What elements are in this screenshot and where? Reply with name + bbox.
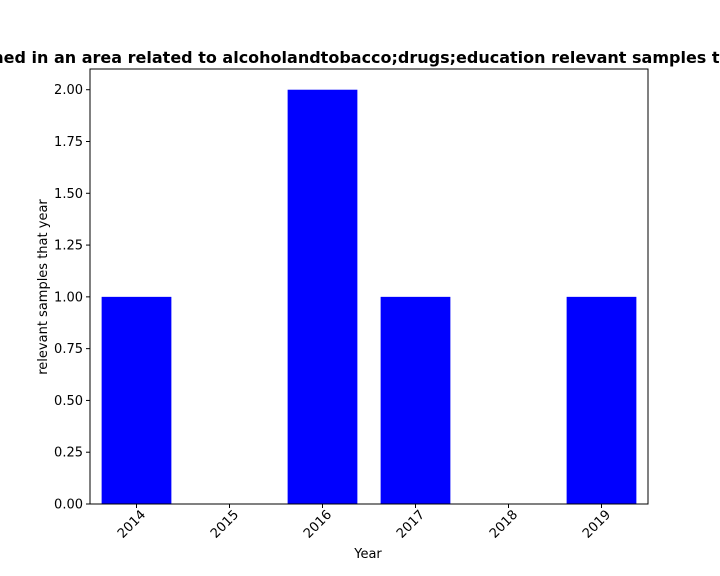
x-tick-label-2019: 2019 bbox=[580, 508, 614, 542]
y-tick-label-0.50: 0.50 bbox=[54, 394, 83, 409]
x-axis: 2014 2015 2016 2017 2018 2019 bbox=[115, 504, 614, 542]
y-axis-label: relevant samples that year bbox=[36, 199, 51, 375]
x-tick-label-2015: 2015 bbox=[208, 508, 242, 542]
y-tick-label-1.50: 1.50 bbox=[54, 187, 83, 202]
x-tick-label-2017: 2017 bbox=[394, 508, 428, 542]
y-tick-label-2.00: 2.00 bbox=[54, 83, 83, 98]
y-tick-label-1.00: 1.00 bbox=[54, 290, 83, 305]
bar-2014 bbox=[101, 296, 172, 504]
bar-2017 bbox=[380, 296, 451, 504]
bars-group bbox=[101, 89, 637, 504]
y-tick-label-0.00: 0.00 bbox=[54, 498, 83, 513]
bar-2016 bbox=[287, 89, 358, 504]
x-tick-label-2018: 2018 bbox=[487, 508, 521, 542]
x-tick-label-2014: 2014 bbox=[115, 508, 149, 542]
chart-title: Number of papers published in an area re… bbox=[0, 48, 720, 67]
y-tick-label-0.25: 0.25 bbox=[54, 446, 83, 461]
y-tick-label-0.75: 0.75 bbox=[54, 342, 83, 357]
x-axis-label: Year bbox=[353, 547, 382, 562]
y-tick-label-1.25: 1.25 bbox=[54, 239, 83, 254]
plot-frame bbox=[89, 68, 649, 505]
y-axis: 0.00 0.25 0.50 0.75 1.00 1.25 1.50 1.75 2.00 bbox=[54, 83, 90, 513]
y-tick-label-1.75: 1.75 bbox=[54, 135, 83, 150]
x-tick-label-2016: 2016 bbox=[301, 508, 335, 542]
bar-2019 bbox=[566, 296, 637, 504]
